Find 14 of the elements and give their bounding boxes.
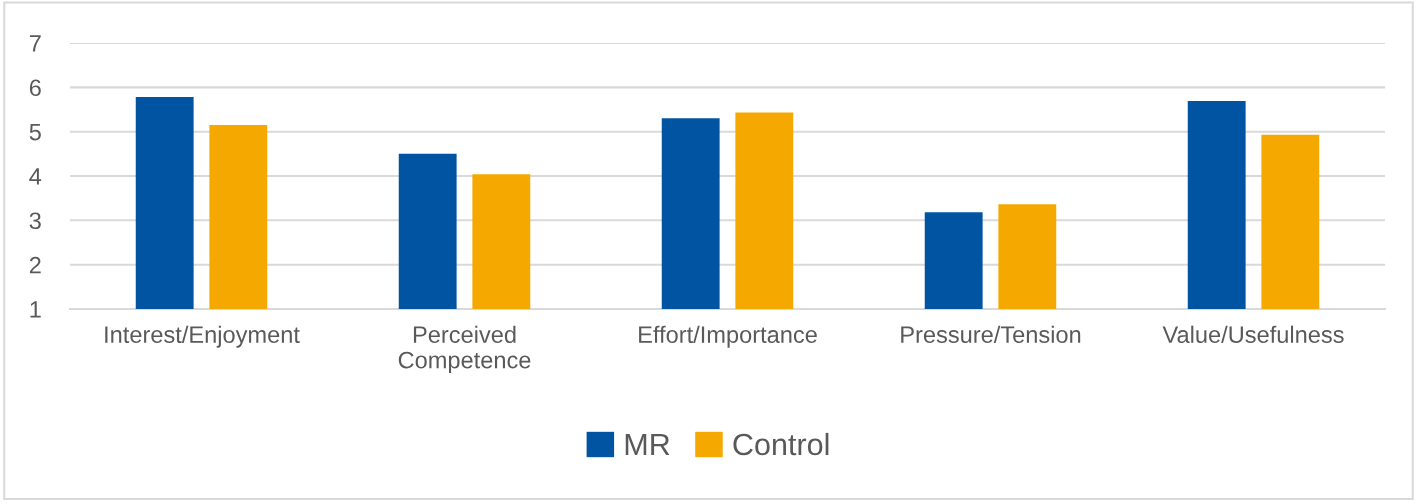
legend-label: Control [733,432,829,456]
x-tick-label: Interest/Enjoyment [105,325,300,348]
y-tick-label: 5 [29,123,41,141]
y-tick-label: 1 [30,301,41,318]
x-tick-label: Effort/Importance [639,325,817,348]
x-tick-label: Perceived Competence [398,325,531,374]
y-tick-label: 2 [29,256,41,274]
y-tick-label: 6 [29,79,41,97]
y-tick-label: 4 [29,168,42,185]
x-tick-label: Value/Usefulness [1162,325,1344,344]
x-tick-label: Pressure/Tension [901,325,1081,344]
y-tick-label: 7 [29,35,41,52]
legend-label: MR [625,434,670,456]
y-tick-label: 3 [29,212,41,230]
